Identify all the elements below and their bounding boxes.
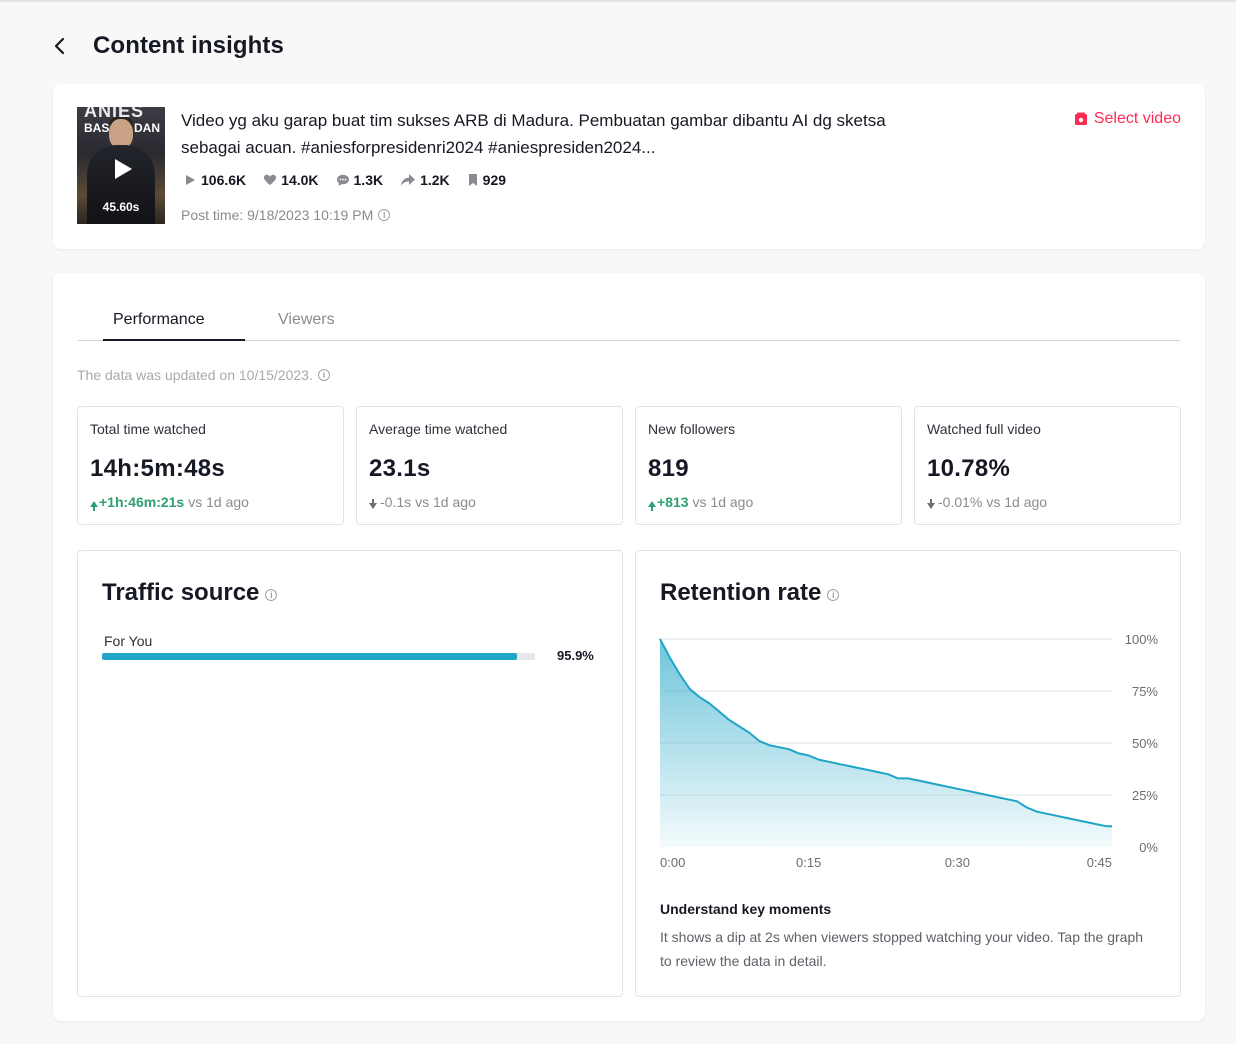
- metric-delta-value: -0.1s: [380, 494, 412, 510]
- comments-stat: 1.3K: [336, 172, 384, 188]
- traffic-source-bar: [102, 653, 535, 660]
- post-time: Post time: 9/18/2023 10:19 PM i: [181, 207, 391, 223]
- y-tick-label: 75%: [1132, 684, 1158, 699]
- heart-icon: [264, 174, 277, 185]
- comments-count: 1.3K: [353, 172, 384, 188]
- page-header: Content insights: [48, 28, 284, 64]
- tab-performance[interactable]: Performance: [113, 311, 205, 328]
- x-tick-label: 0:00: [660, 855, 685, 870]
- metric-total-time-watched: Total time watched 14h:5m:48s +1h:46m:21…: [77, 406, 344, 525]
- data-updated-text: The data was updated on 10/15/2023.: [77, 367, 313, 383]
- metric-delta-value: -0.01%: [938, 494, 983, 510]
- saves-count: 929: [482, 172, 507, 188]
- thumbnail-face: [109, 119, 133, 149]
- info-icon[interactable]: i: [265, 589, 278, 601]
- y-tick-label: 25%: [1132, 788, 1158, 803]
- metric-delta: -0.1s vs 1d ago: [369, 494, 476, 510]
- metric-delta-suffix: vs 1d ago: [188, 494, 249, 510]
- likes-count: 14.0K: [281, 172, 319, 188]
- active-tab-indicator: [103, 339, 245, 341]
- metric-delta-value: +813: [657, 494, 689, 510]
- traffic-source-panel: Traffic source i For You 95.9%: [77, 550, 623, 997]
- video-thumbnail[interactable]: ANIES BAS DAN 45.60s: [77, 107, 165, 224]
- thumbnail-suit: [87, 145, 155, 224]
- retention-chart[interactable]: 0% 25% 50% 75% 100% 0:00 0:15 0:30 0:45: [636, 631, 1182, 871]
- thumbnail-title-bottom: BAS DAN: [84, 121, 160, 135]
- y-tick-label: 0%: [1139, 840, 1158, 855]
- metric-delta: +813 vs 1d ago: [648, 494, 754, 511]
- y-tick-label: 50%: [1132, 736, 1158, 751]
- retention-area: [660, 639, 1112, 847]
- traffic-source-label: For You: [104, 633, 153, 649]
- metric-value: 819: [648, 455, 689, 482]
- metric-value: 23.1s: [369, 455, 431, 482]
- info-icon[interactable]: i: [378, 209, 391, 221]
- metric-label: Total time watched: [90, 421, 206, 437]
- data-updated-note: The data was updated on 10/15/2023. i: [77, 367, 330, 383]
- video-duration: 45.60s: [102, 200, 140, 214]
- views-stat: 106.6K: [183, 172, 246, 188]
- metric-label: New followers: [648, 421, 736, 437]
- video-stats: 106.6K 14.0K 1.3K 1.2K 929: [183, 172, 523, 188]
- tab-viewers[interactable]: Viewers: [278, 311, 335, 328]
- metric-delta: +1h:46m:21s vs 1d ago: [90, 494, 249, 511]
- metric-delta: -0.01% vs 1d ago: [927, 494, 1047, 510]
- thumbnail-title-left: BAS: [84, 121, 110, 135]
- metric-value: 10.78%: [927, 455, 1011, 482]
- info-icon[interactable]: i: [317, 369, 330, 381]
- metric-label: Average time watched: [369, 421, 508, 437]
- metric-watched-full-video: Watched full video 10.78% -0.01% vs 1d a…: [914, 406, 1181, 525]
- metric-delta-suffix: vs 1d ago: [986, 494, 1048, 510]
- video-card: ANIES BAS DAN 45.60s Video yg aku garap …: [53, 84, 1205, 249]
- post-time-text: Post time: 9/18/2023 10:19 PM: [181, 207, 374, 223]
- metric-delta-value: +1h:46m:21s: [99, 494, 185, 510]
- retention-line: [659, 638, 1112, 828]
- y-tick-label: 100%: [1125, 632, 1159, 647]
- tab-bar: Performance Viewers: [78, 297, 1180, 341]
- thumbnail-title-right: DAN: [134, 121, 160, 135]
- metric-delta-suffix: vs 1d ago: [692, 494, 754, 510]
- panel-title-text: Retention rate: [660, 579, 822, 606]
- bookmark-icon: [468, 174, 477, 186]
- x-tick-label: 0:30: [945, 855, 970, 870]
- top-divider: [0, 0, 1236, 2]
- arrow-down-icon: [927, 499, 935, 509]
- traffic-source-bar-fill: [102, 653, 518, 660]
- metric-value: 14h:5m:48s: [90, 455, 226, 482]
- saves-stat: 929: [467, 172, 506, 188]
- arrow-up-icon: [90, 501, 98, 511]
- metric-average-time-watched: Average time watched 23.1s -0.1s vs 1d a…: [356, 406, 623, 525]
- retention-rate-title: Retention rate i: [660, 579, 840, 607]
- views-count: 106.6K: [201, 172, 247, 188]
- x-tick-label: 0:15: [796, 855, 821, 870]
- select-video-label: Select video: [1093, 110, 1181, 127]
- retention-rate-panel: Retention rate i 0% 25% 50% 75% 100% 0:00 0:15…: [635, 550, 1181, 997]
- key-moments-title: Understand key moments: [660, 901, 832, 917]
- insights-card: Performance Viewers The data was updated…: [53, 273, 1205, 1021]
- arrow-down-icon: [369, 499, 377, 509]
- play-icon: [115, 159, 132, 179]
- info-icon[interactable]: i: [827, 589, 840, 601]
- panel-title-text: Traffic source: [102, 579, 260, 606]
- back-icon[interactable]: [48, 34, 72, 58]
- likes-stat: 14.0K: [263, 172, 319, 188]
- arrow-up-icon: [648, 501, 656, 511]
- video-select-icon: [1074, 112, 1087, 125]
- page-title: Content insights: [93, 32, 284, 59]
- traffic-source-title: Traffic source i: [102, 579, 278, 607]
- metric-delta-suffix: vs 1d ago: [415, 494, 476, 510]
- x-tick-label: 0:45: [1087, 855, 1112, 870]
- metric-new-followers: New followers 819 +813 vs 1d ago: [635, 406, 902, 525]
- thumbnail-title-top: ANIES: [84, 107, 145, 121]
- share-icon: [401, 174, 416, 186]
- shares-stat: 1.2K: [400, 172, 450, 188]
- traffic-source-value: 95.9%: [557, 648, 594, 663]
- shares-count: 1.2K: [420, 172, 450, 188]
- key-moments-text: It shows a dip at 2s when viewers stoppe…: [660, 929, 1144, 969]
- play-count-icon: [186, 175, 195, 185]
- comment-icon: [336, 174, 349, 186]
- video-description: Video yg aku garap buat tim sukses ARB d…: [181, 111, 886, 157]
- select-video-button[interactable]: Select video: [1074, 110, 1181, 128]
- metric-label: Watched full video: [927, 421, 1041, 437]
